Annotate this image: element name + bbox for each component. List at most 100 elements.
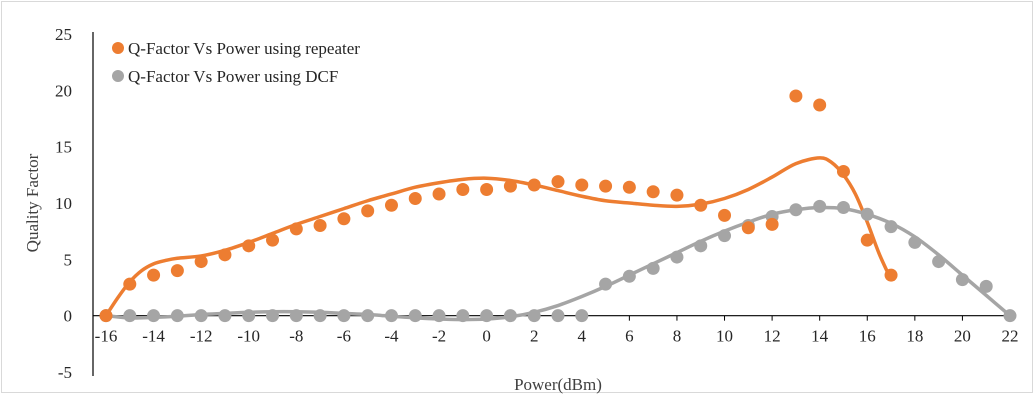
data-point-dcf — [432, 309, 446, 323]
data-point-repeater — [527, 178, 541, 192]
data-point-repeater — [147, 268, 161, 282]
trend-lines — [104, 156, 1012, 322]
trend-line-repeater — [104, 156, 893, 318]
data-point-dcf — [147, 309, 161, 323]
data-point-dcf — [551, 309, 565, 323]
x-tick-label: 22 — [1002, 327, 1019, 346]
legend: Q-Factor Vs Power using repeater Q-Facto… — [112, 39, 360, 86]
data-point-repeater — [884, 268, 898, 282]
legend-marker-dcf — [112, 70, 124, 82]
y-tick-label: 5 — [64, 250, 73, 269]
data-point-repeater — [551, 175, 565, 189]
data-point-dcf — [218, 309, 232, 323]
data-point-dcf — [289, 309, 303, 323]
data-point-repeater — [432, 187, 446, 201]
trend-line-dcf — [104, 205, 1012, 322]
data-point-dcf — [242, 309, 256, 323]
data-point-repeater — [503, 179, 517, 193]
data-point-dcf — [813, 199, 827, 213]
data-point-repeater — [123, 277, 137, 291]
y-tick-label: 25 — [55, 25, 72, 44]
data-point-dcf — [337, 309, 351, 323]
data-point-dcf — [622, 269, 636, 283]
data-point-repeater — [337, 212, 351, 226]
data-point-repeater — [575, 178, 589, 192]
data-point-repeater — [218, 248, 232, 262]
x-tick-label: 16 — [859, 327, 876, 346]
data-point-dcf — [599, 277, 613, 291]
x-tick-label: -4 — [384, 327, 399, 346]
x-tick-label: 2 — [530, 327, 539, 346]
y-tick-label: 15 — [55, 138, 72, 157]
data-point-repeater — [813, 98, 827, 112]
x-tick-label: -10 — [237, 327, 260, 346]
x-axis-title: Power(dBm) — [514, 375, 602, 394]
data-point-repeater — [646, 185, 660, 199]
data-point-dcf — [384, 309, 398, 323]
data-point-dcf — [194, 309, 208, 323]
data-point-repeater — [266, 233, 280, 247]
y-tick-label: 0 — [64, 307, 73, 326]
data-point-dcf — [646, 261, 660, 275]
data-point-repeater — [694, 198, 708, 212]
data-point-repeater — [599, 179, 613, 193]
data-point-dcf — [313, 309, 327, 323]
data-point-dcf — [860, 207, 874, 221]
data-point-dcf — [361, 309, 375, 323]
data-point-repeater — [361, 204, 375, 218]
legend-label-dcf: Q-Factor Vs Power using DCF — [128, 67, 338, 86]
data-point-dcf — [170, 309, 184, 323]
data-point-dcf — [503, 309, 517, 323]
data-point-repeater — [170, 264, 184, 278]
data-point-repeater — [408, 191, 422, 205]
data-point-dcf — [979, 279, 993, 293]
data-point-dcf — [408, 309, 422, 323]
data-point-dcf — [266, 309, 280, 323]
x-tick-label: 6 — [625, 327, 634, 346]
data-point-repeater — [242, 239, 256, 253]
y-tick-label: 10 — [55, 194, 72, 213]
x-tick-label: -12 — [190, 327, 213, 346]
x-tick-label: -16 — [95, 327, 118, 346]
data-point-dcf — [955, 273, 969, 287]
y-tick-label: -5 — [58, 363, 72, 382]
y-tick-label: 20 — [55, 81, 72, 100]
tick-labels: -16 -14 -12 -10 -8 -6 -4 -2 0 2 4 6 8 10 12 14 16 18 20 22 -… — [55, 25, 1019, 382]
x-tick-label: 10 — [716, 327, 733, 346]
data-point-repeater — [718, 208, 732, 222]
data-point-repeater — [480, 182, 494, 196]
data-point-repeater — [670, 188, 684, 202]
data-point-repeater — [741, 221, 755, 235]
x-tick-label: 8 — [673, 327, 682, 346]
x-tick-label: -6 — [337, 327, 351, 346]
legend-label-repeater: Q-Factor Vs Power using repeater — [128, 39, 360, 58]
data-point-dcf — [694, 239, 708, 253]
data-point-repeater — [313, 219, 327, 233]
data-point-dcf — [884, 220, 898, 234]
data-point-repeater — [765, 217, 779, 231]
data-point-repeater — [860, 233, 874, 247]
data-point-dcf — [908, 235, 922, 249]
data-point-repeater — [622, 180, 636, 194]
data-point-dcf — [836, 201, 850, 215]
x-tick-label: -2 — [432, 327, 446, 346]
data-point-dcf — [123, 309, 137, 323]
x-tick-label: -14 — [142, 327, 165, 346]
data-point-dcf — [480, 309, 494, 323]
data-point-dcf — [1003, 309, 1017, 323]
data-point-repeater — [289, 222, 303, 236]
y-axis-title: Quality Factor — [23, 153, 42, 252]
legend-marker-repeater — [112, 42, 124, 54]
data-point-dcf — [527, 309, 541, 323]
data-point-dcf — [456, 309, 470, 323]
data-points — [99, 89, 1017, 323]
x-tick-label: 4 — [578, 327, 587, 346]
x-tick-label: 18 — [906, 327, 923, 346]
data-point-dcf — [932, 255, 946, 269]
x-tick-label: 20 — [954, 327, 971, 346]
data-point-repeater — [836, 164, 850, 178]
x-tick-label: 14 — [811, 327, 829, 346]
x-tick-label: -8 — [289, 327, 303, 346]
